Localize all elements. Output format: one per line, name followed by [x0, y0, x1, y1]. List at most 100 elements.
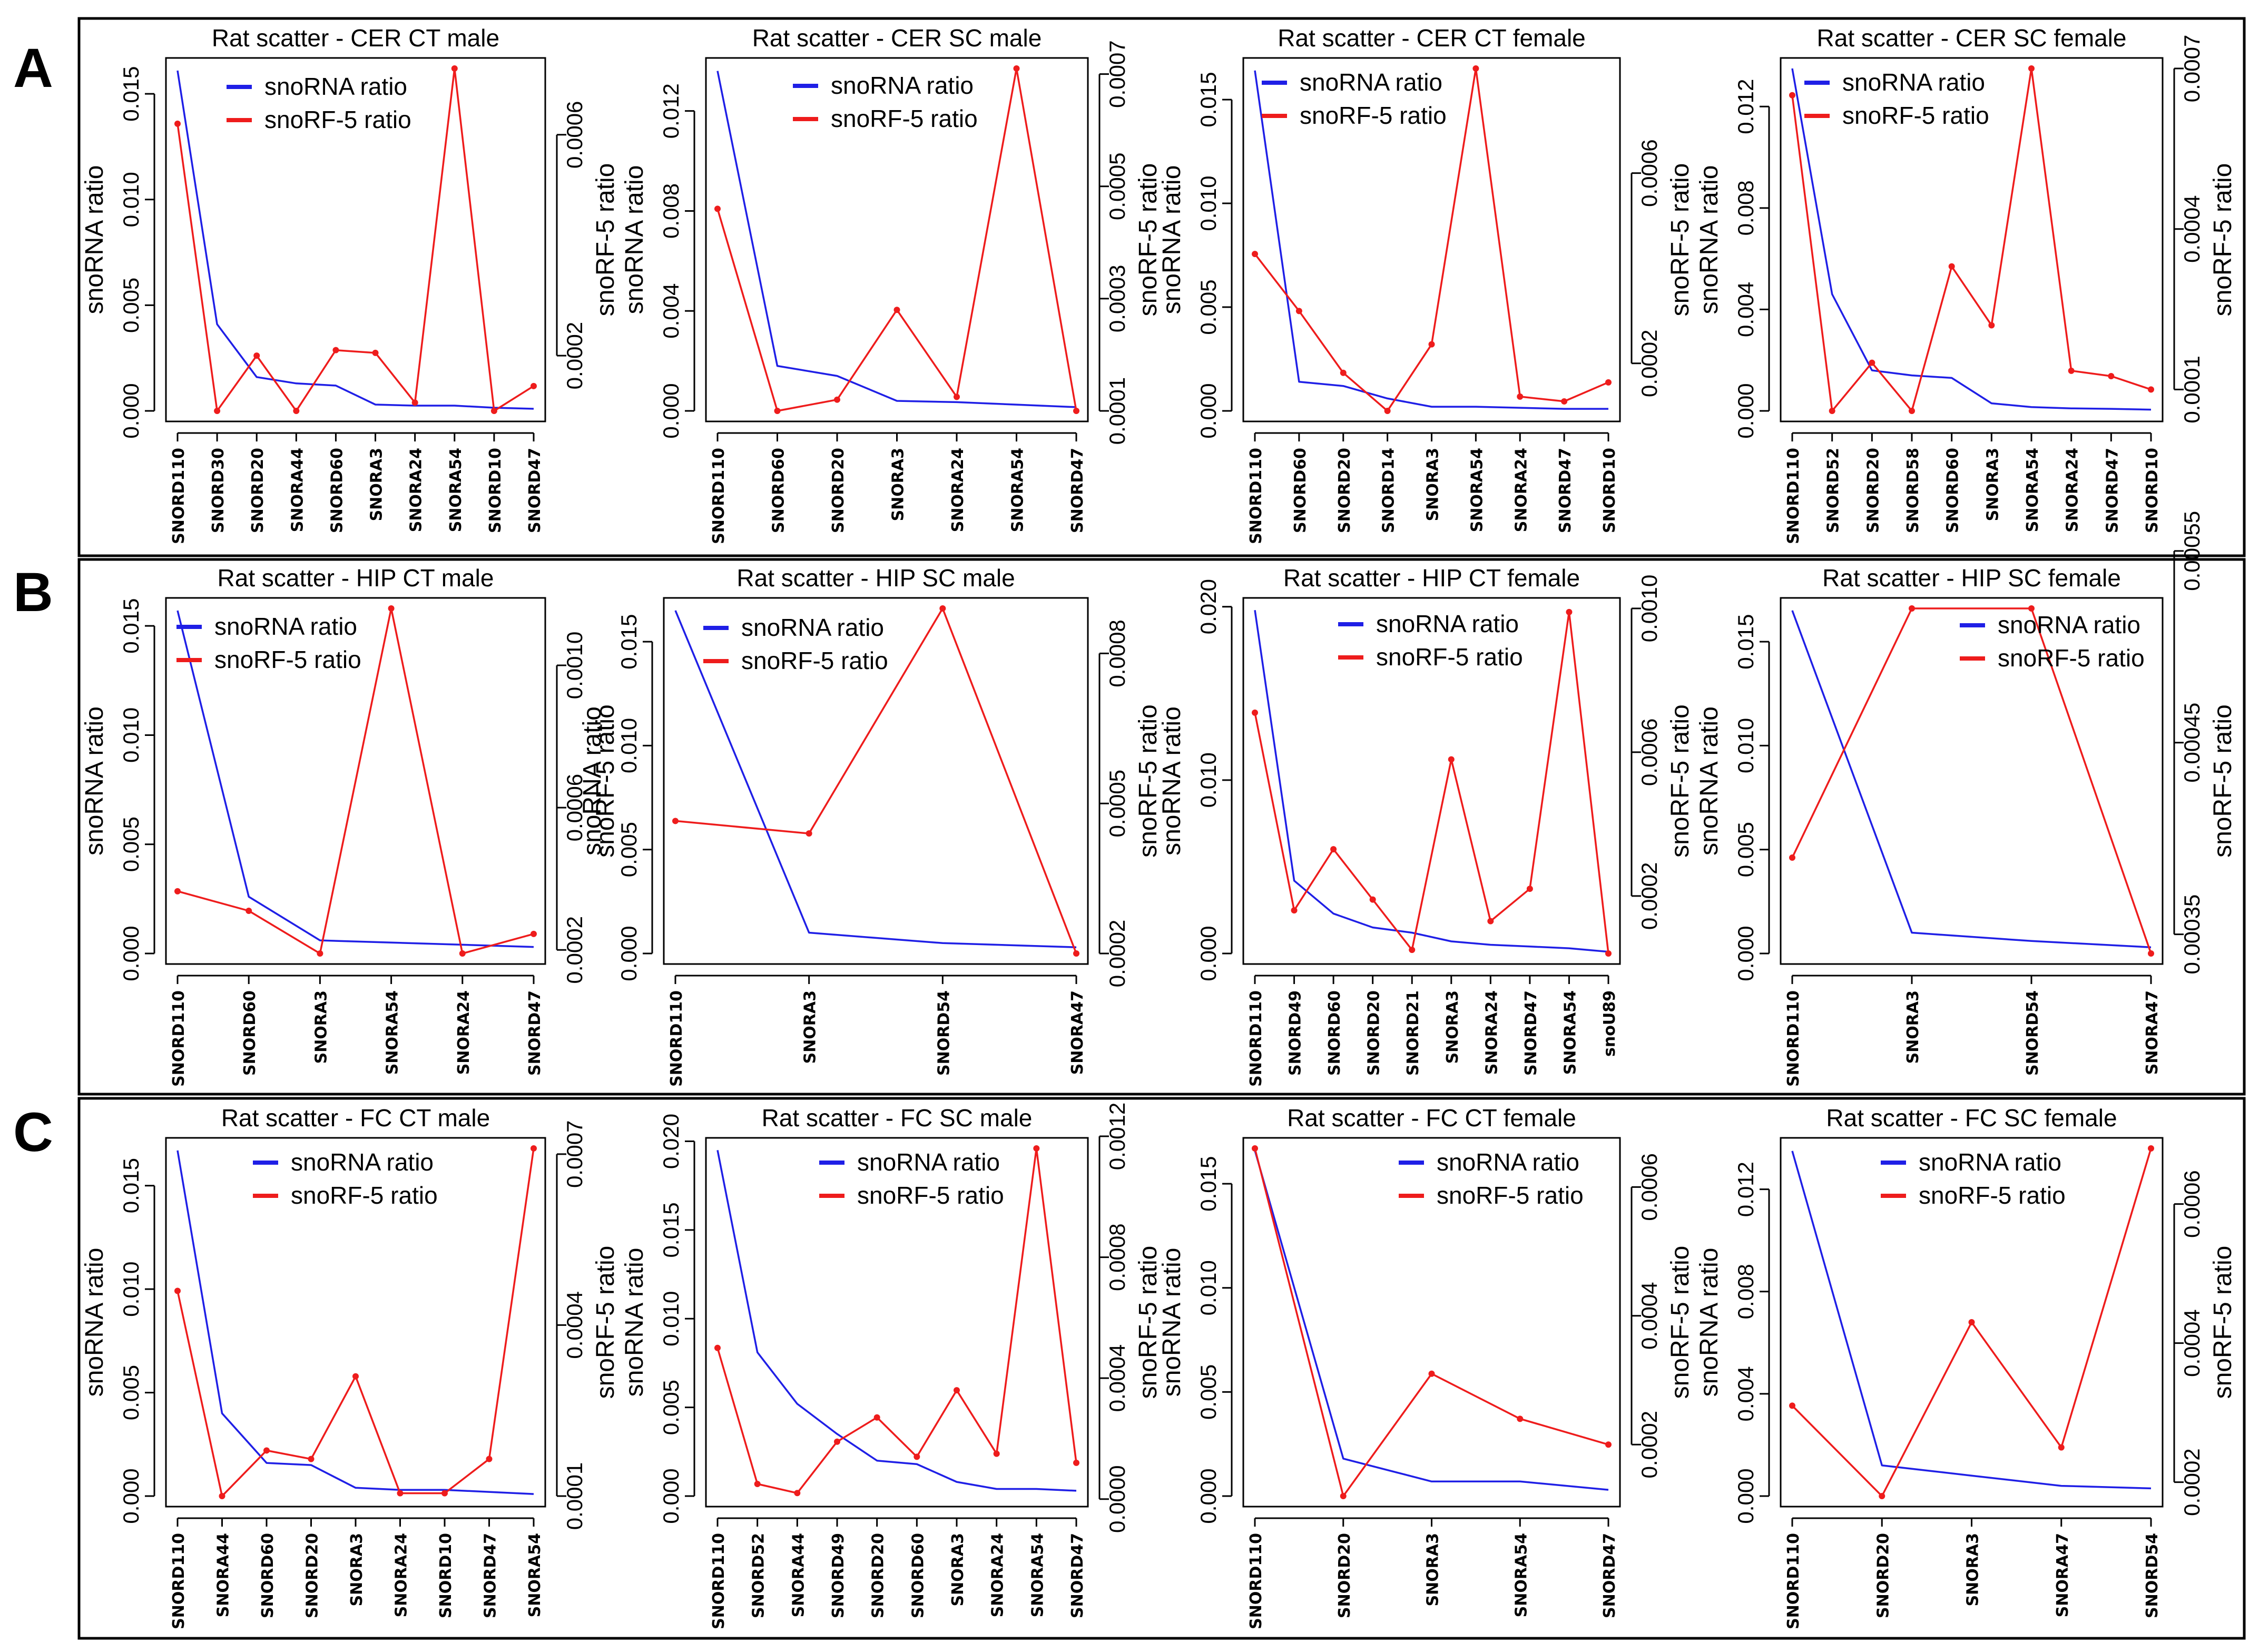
x-tick-label: SNORD20 [1864, 448, 1882, 533]
right-tick-label: 0.0006 [562, 774, 587, 841]
snorf5-point [486, 1456, 493, 1462]
left-tick-label: 0.005 [659, 1380, 683, 1435]
legend-label-snorf5: snoRF-5 ratio [1842, 102, 1989, 129]
snorf5-point [1369, 896, 1376, 903]
right-tick-label: 0.0000 [1105, 1466, 1130, 1533]
chart-7: Rat scatter - HIP CT female 0.000 0.010 0.0… [1158, 564, 1694, 1087]
x-tick-label: SNORA3 [368, 448, 386, 521]
left-tick-label: 0.010 [119, 172, 143, 227]
snorna-series-line [1791, 68, 2152, 411]
x-tick-label: SNORD47 [1068, 448, 1087, 533]
right-tick-label: 0.0006 [1637, 139, 1662, 206]
left-axis-label: snoRNA ratio [1695, 165, 1723, 314]
snorf5-point [1487, 918, 1494, 925]
left-axis-label: snoRNA ratio [1695, 706, 1723, 856]
plot-box [705, 57, 1089, 422]
left-tick-label: 0.008 [659, 183, 683, 239]
left-axis-label: snoRNA ratio [1158, 1248, 1186, 1397]
snorf5-point [352, 1373, 359, 1380]
x-tick-label: SNORD110 [710, 1533, 728, 1629]
snorna-series-line [1254, 610, 1609, 953]
legend-label-snorf5: snoRF-5 ratio [1376, 643, 1523, 671]
left-tick-label: 0.004 [1733, 1366, 1758, 1421]
x-tick-label: SNORD54 [2143, 1533, 2162, 1618]
x-tick-label: SNORD20 [869, 1533, 888, 1618]
x-tick-label: SNORD10 [2143, 448, 2162, 533]
x-tick-label: SNORA54 [1561, 990, 1579, 1075]
snorf5-series-line [1254, 611, 1609, 954]
x-tick-label: SNORD20 [1335, 448, 1354, 533]
left-tick-label: 0.015 [659, 1202, 683, 1257]
snorf5-point [893, 307, 900, 313]
right-axis-label: snoRF-5 ratio [592, 163, 620, 317]
x-tick-label: SNORD47 [2103, 448, 2122, 533]
x-tick-label: SNORD47 [1556, 448, 1575, 533]
left-tick-label: 0.000 [1733, 1468, 1758, 1523]
snorf5-point [1561, 398, 1568, 405]
left-tick-label: 0.015 [616, 614, 641, 670]
chart-title: Rat scatter - CER CT male [212, 24, 499, 52]
x-tick-label: SNORD47 [526, 448, 544, 533]
left-tick-label: 0.015 [119, 598, 143, 654]
snorf5-point [2148, 1145, 2154, 1152]
x-tick-label: SNORD110 [1784, 990, 1803, 1087]
left-axis-label: snoRNA ratio [1695, 1248, 1723, 1397]
x-tick-label: SNORD110 [1784, 448, 1803, 544]
snorf5-point [1252, 1145, 1258, 1152]
snorf5-point [317, 950, 323, 957]
x-tick-label: SNORA24 [2064, 448, 2082, 532]
chart-11: Rat scatter - FC CT female 0.000 0.005 0.01… [1158, 1104, 1694, 1629]
x-tick-label: SNORD58 [1904, 448, 1922, 533]
snorf5-point [308, 1456, 315, 1462]
right-tick-label: 0.00045 [2179, 703, 2204, 783]
left-tick-label: 0.004 [1733, 282, 1758, 337]
plot-box [1780, 597, 2164, 965]
snorf5-point [914, 1453, 920, 1460]
snorna-series-line [1791, 1150, 2152, 1490]
x-tick-label: SNORA24 [949, 448, 967, 532]
right-axis-label: snoRF-5 ratio [1666, 1246, 1694, 1399]
chart-title: Rat scatter - HIP CT female [1283, 564, 1580, 592]
left-tick-label: 0.000 [1196, 926, 1221, 981]
plot-box [1780, 1137, 2164, 1508]
x-tick-label: SNORD110 [1784, 1533, 1803, 1629]
x-tick-label: SNORA54 [526, 1533, 544, 1617]
legend: snoRNA ratio snoRF-5 ratio [1960, 611, 2145, 672]
snorf5-point [1409, 947, 1416, 953]
legend-label-snorf5: snoRF-5 ratio [831, 105, 978, 132]
snorna-series-line [716, 1150, 1077, 1492]
legend: snoRNA ratio snoRF-5 ratio [703, 614, 888, 674]
left-tick-label: 0.015 [119, 1158, 143, 1213]
x-tick-label: SNORD20 [1335, 1533, 1354, 1618]
chart-1: Rat scatter - CER CT male 0.000 0.005 0.010… [81, 24, 620, 544]
snorf5-point [2028, 605, 2035, 612]
left-tick-label: 0.010 [1196, 176, 1221, 231]
snorf5-point [332, 347, 339, 353]
left-tick-label: 0.004 [659, 283, 683, 339]
left-tick-label: 0.000 [119, 926, 143, 981]
right-tick-label: 0.0005 [1105, 770, 1130, 837]
x-tick-label: SNORA3 [1424, 448, 1442, 521]
left-tick-label: 0.005 [1196, 1364, 1221, 1420]
left-tick-label: 0.008 [1733, 1264, 1758, 1319]
snorf5-point [1829, 408, 1835, 414]
right-tick-label: 0.0008 [1105, 620, 1130, 687]
snorf5-point [714, 1344, 721, 1351]
left-tick-label: 0.015 [119, 66, 143, 122]
right-axis-label: snoRF-5 ratio [2209, 704, 2237, 858]
right-axis-label: snoRF-5 ratio [1134, 163, 1162, 317]
x-tick-label: SNORD10 [1600, 448, 1619, 533]
x-tick-label: SNORA3 [1424, 1533, 1442, 1606]
left-tick-label: 0.015 [1733, 614, 1758, 670]
panel-label-c: C [13, 1102, 53, 1163]
snorf5-point [214, 408, 221, 414]
snorf5-point [1252, 709, 1258, 716]
chart-title: Rat scatter - HIP SC female [1822, 564, 2121, 592]
snorf5-point [794, 1490, 801, 1497]
snorf5-point [1073, 1459, 1079, 1466]
chart-2: Rat scatter - CER SC male 0.000 0.004 0.008… [621, 24, 1162, 544]
x-tick-label: SNORA44 [214, 1533, 233, 1617]
x-tick-label: SNORD47 [1522, 990, 1540, 1076]
x-tick-label: SNORA3 [1983, 448, 2002, 521]
